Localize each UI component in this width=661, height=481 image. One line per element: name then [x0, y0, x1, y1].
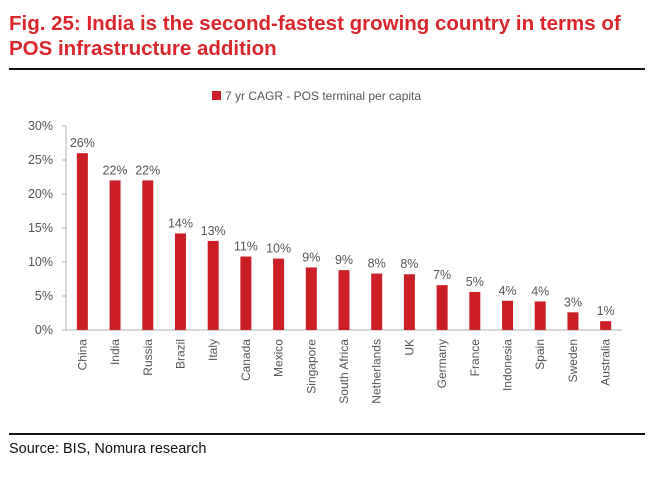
data-label: 22%: [103, 163, 128, 177]
bar-sweden: [567, 312, 579, 330]
x-tick-label: Sweden: [566, 339, 580, 382]
bar-france: [469, 291, 481, 330]
data-label: 10%: [266, 242, 291, 256]
data-label: 14%: [168, 216, 193, 230]
data-label: 4%: [498, 284, 516, 298]
bar-brazil: [174, 233, 186, 330]
y-tick-label: 30%: [28, 119, 53, 133]
x-tick-label: Australia: [599, 339, 613, 386]
x-tick-label: Netherlands: [370, 339, 384, 404]
data-label: 3%: [564, 295, 582, 309]
bar-netherlands: [371, 273, 383, 330]
y-tick-label: 15%: [28, 221, 53, 235]
y-tick-label: 5%: [35, 289, 53, 303]
x-tick-label: Germany: [435, 339, 449, 388]
data-label: 7%: [433, 268, 451, 282]
bar-uk: [403, 274, 415, 330]
bar-australia: [600, 321, 612, 330]
bar-singapore: [305, 267, 317, 330]
bar-china: [76, 153, 88, 330]
x-tick-label: Russia: [141, 339, 155, 376]
x-tick-label: Singapore: [304, 339, 318, 394]
data-label: 9%: [335, 253, 353, 267]
data-label: 26%: [70, 136, 95, 150]
legend-label: 7 yr CAGR - POS terminal per capita: [225, 89, 421, 103]
bar-italy: [207, 240, 219, 330]
legend-swatch: [212, 91, 221, 100]
data-label: 11%: [234, 240, 258, 254]
x-tick-label: India: [108, 339, 122, 365]
bar-chart: 7 yr CAGR - POS terminal per capita 0% 5% 1…: [28, 89, 622, 404]
data-label: 8%: [400, 257, 418, 271]
title-divider: [9, 68, 645, 70]
bar-canada: [240, 256, 252, 330]
figure-title: Fig. 25: India is the second-fastest gro…: [9, 12, 621, 60]
source-note: Source: BIS, Nomura research: [9, 441, 207, 457]
x-tick-label: Brazil: [173, 339, 187, 369]
data-label: 22%: [135, 163, 160, 177]
data-label: 13%: [201, 224, 226, 238]
data-label: 9%: [302, 250, 320, 264]
x-tick-label: Italy: [206, 339, 220, 361]
data-label: 4%: [531, 284, 549, 298]
x-tick-label: Mexico: [272, 339, 286, 377]
data-label: 8%: [368, 257, 386, 271]
x-tick-label: Canada: [239, 339, 253, 381]
y-tick-label: 20%: [28, 187, 53, 201]
x-tick-label: Indonesia: [501, 339, 515, 391]
bar-india: [109, 180, 121, 330]
bar-mexico: [273, 258, 285, 330]
bar-germany: [436, 285, 448, 330]
x-tick-label: France: [468, 339, 482, 377]
x-tick-label: Spain: [533, 339, 547, 370]
y-tick-label: 25%: [28, 153, 53, 167]
data-label: 1%: [597, 304, 615, 318]
bar-russia: [142, 180, 154, 330]
y-tick-label: 0%: [35, 323, 53, 337]
x-tick-label: China: [75, 339, 89, 371]
x-tick-label: UK: [402, 339, 416, 356]
bar-spain: [534, 301, 546, 330]
source-divider: [9, 433, 645, 435]
bar-indonesia: [502, 300, 514, 330]
x-tick-label: South Africa: [337, 339, 351, 404]
data-label: 5%: [466, 275, 484, 289]
y-tick-label: 10%: [28, 255, 53, 269]
bar-south-africa: [338, 270, 350, 330]
